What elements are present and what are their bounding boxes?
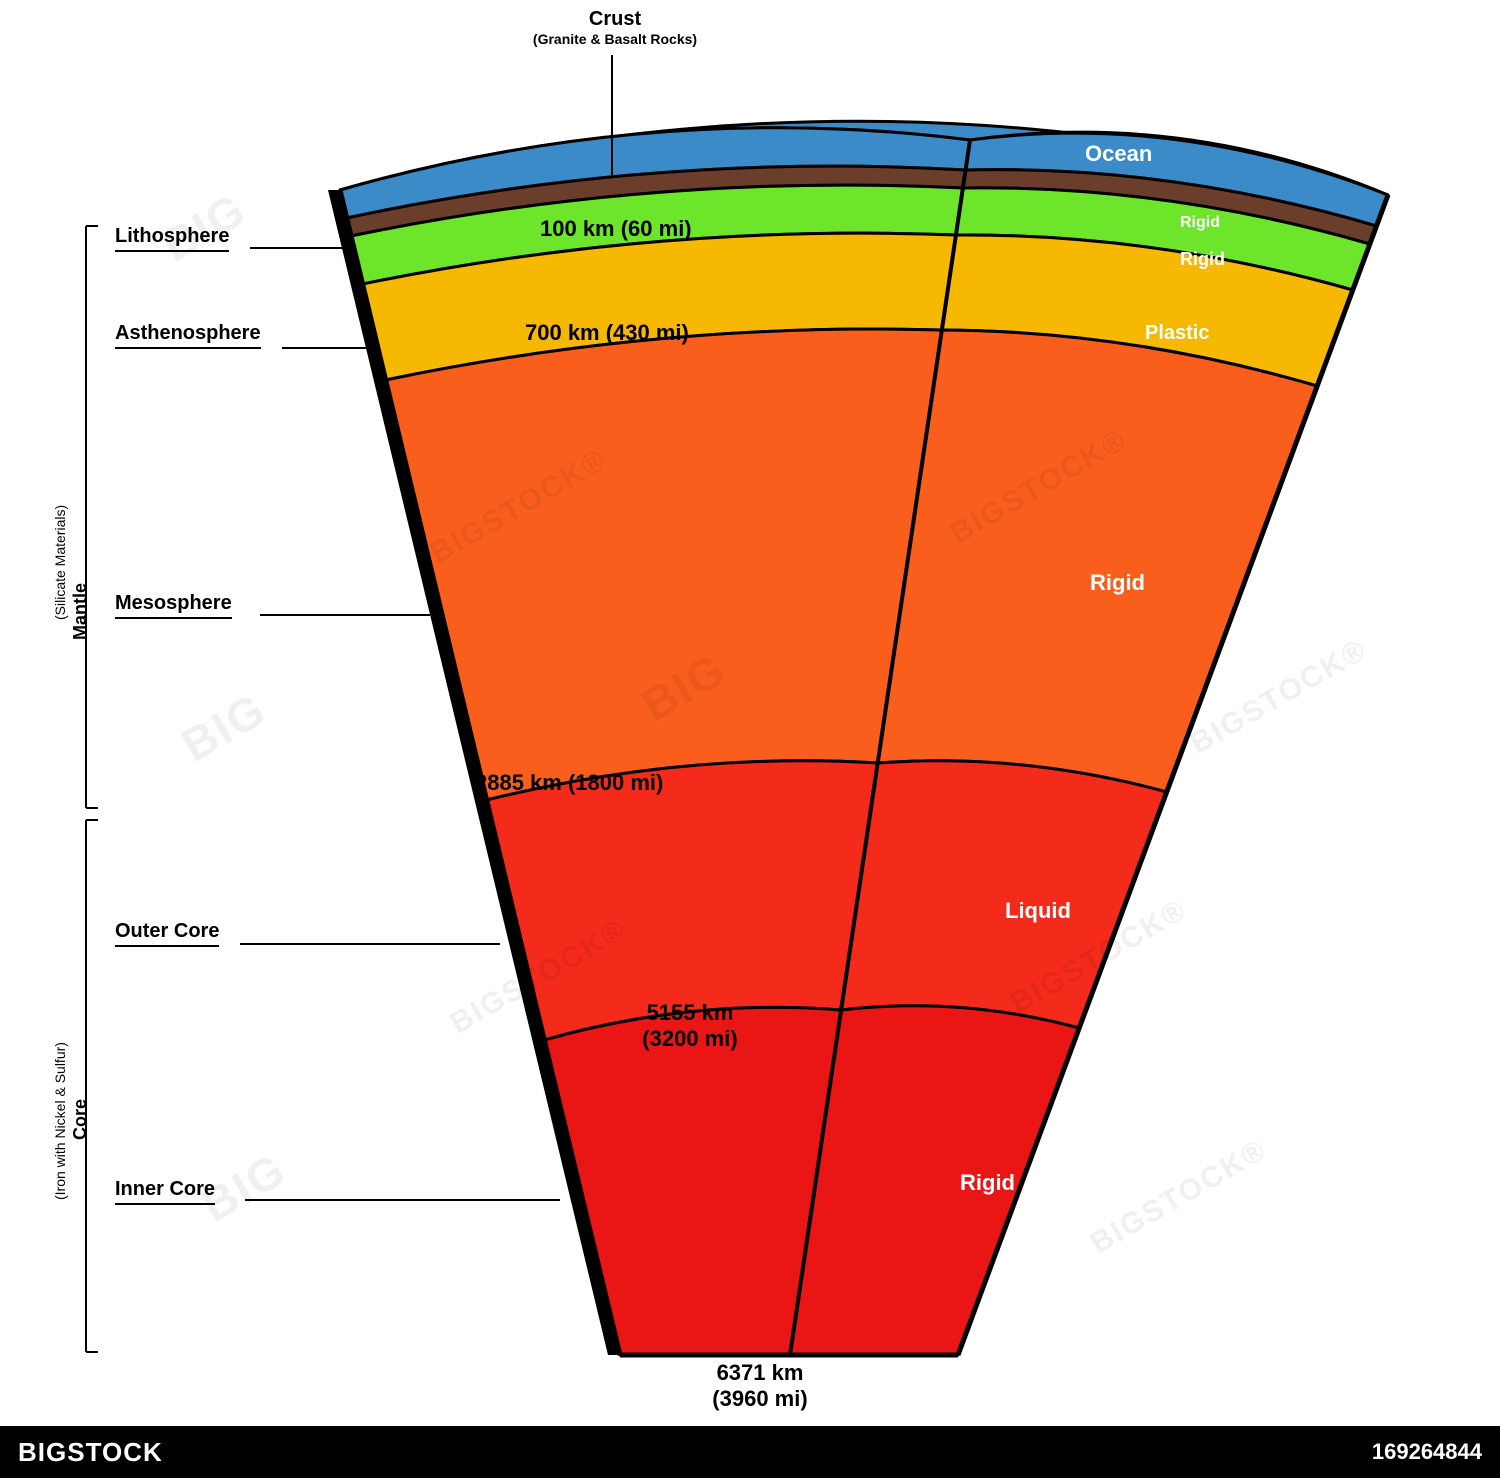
state-meso: Rigid [1090,570,1145,596]
footer-bar: BIGSTOCK 169264844 [0,1426,1500,1478]
title-line1: Crust [485,8,745,31]
earth-wedge-svg [0,0,1500,1478]
title-crust: Crust (Granite & Basalt Rocks) [485,8,745,47]
state-outer: Liquid [1005,898,1071,924]
depth-700km: 700 km (430 mi) [525,320,689,346]
label-asthenosphere: Asthenosphere [115,322,261,349]
depth-6371km: 6371 km (3960 mi) [640,1360,880,1412]
depth-2885km: 2885 km (1800 mi) [475,770,663,796]
state-inner: Rigid [960,1170,1015,1196]
label-mesosphere: Mesosphere [115,592,232,619]
group-core-sub: (Iron with Nickel & Sulfur) [52,1042,68,1200]
state-asth: Plastic [1145,322,1209,345]
group-mantle-sub: (Silicate Materials) [52,505,68,620]
depth-5155km: 5155 km (3200 mi) [560,1000,820,1052]
depth-100km: 100 km (60 mi) [540,216,692,242]
label-lithosphere: Lithosphere [115,225,229,252]
title-line2: (Granite & Basalt Rocks) [485,31,745,47]
label-inner-core: Inner Core [115,1178,215,1205]
state-ocean: Ocean [1085,141,1152,167]
state-crust: Rigid [1180,214,1220,232]
label-outer-core: Outer Core [115,920,219,947]
group-core: Core [70,1099,91,1140]
diagram-stage: Crust (Granite & Basalt Rocks) Lithosphe… [0,0,1500,1478]
footer-brand: BIGSTOCK [18,1437,163,1468]
state-lith: Rigid [1180,249,1225,270]
footer-id: 169264844 [1372,1439,1482,1465]
group-mantle: Mantle [70,583,91,640]
